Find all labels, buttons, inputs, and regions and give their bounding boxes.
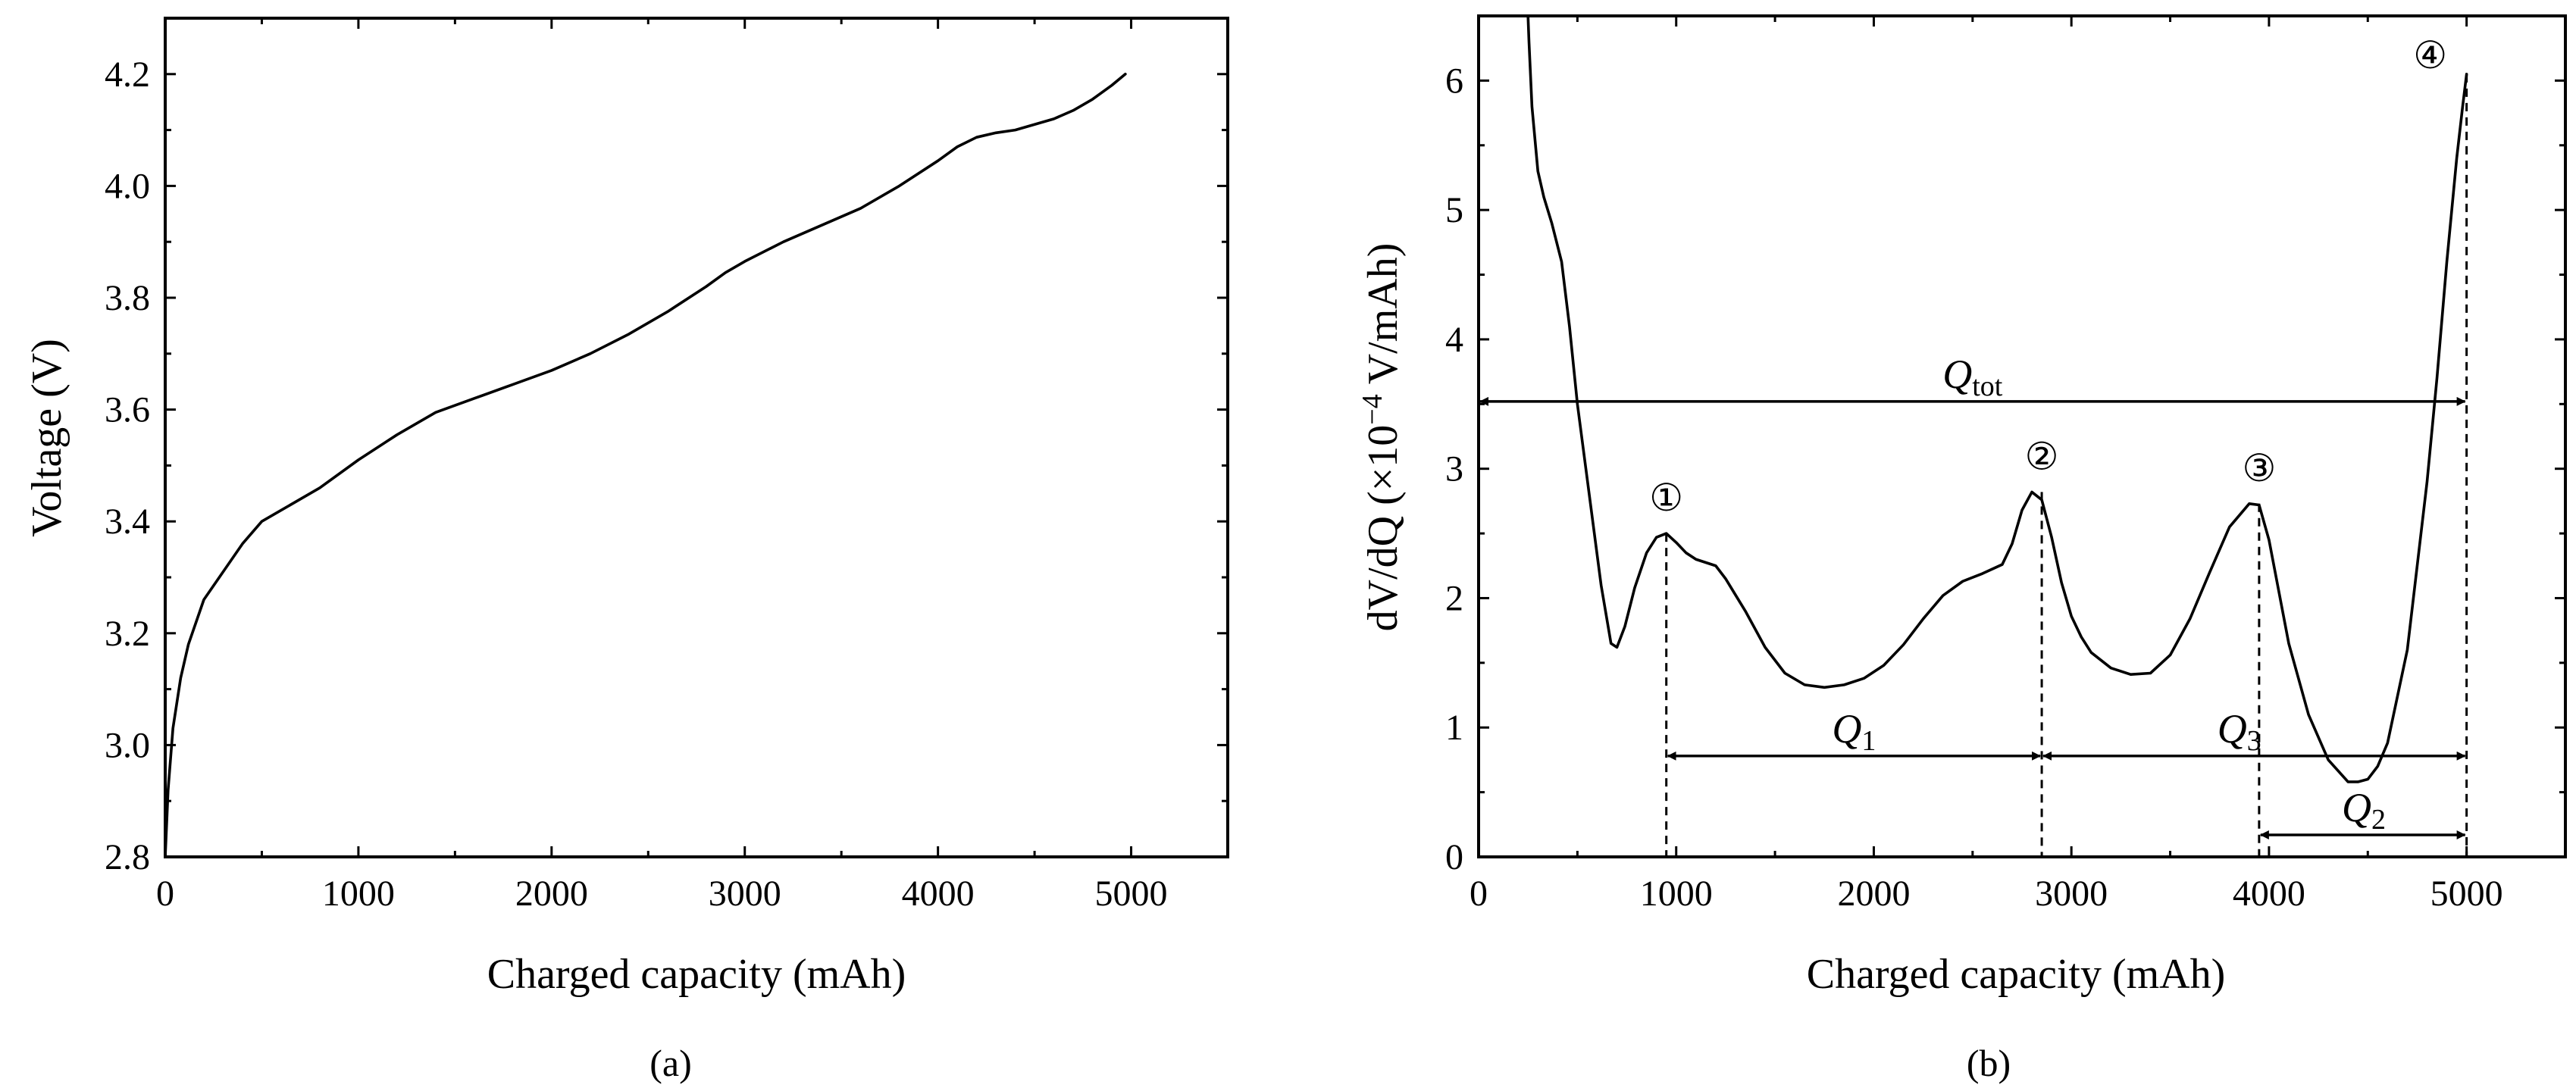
panel-a-x-tick-label: 3000: [709, 874, 781, 914]
q3-label: Q3: [2218, 706, 2261, 757]
panel-a-x-tick-label: 5000: [1095, 874, 1168, 914]
panel-b-x-tick-label: 0: [1470, 874, 1488, 914]
panel-b-y-axis-title: dV/dQ (×10−4 V/mAh): [1357, 243, 1407, 632]
panel-b-x-axis-title: Charged capacity (mAh): [1807, 951, 2226, 998]
panel-a-label: (a): [649, 1042, 692, 1084]
panel-b-y-tick-label: 4: [1445, 320, 1463, 360]
panel-a-y-tick-label: 3.4: [105, 502, 150, 542]
panel-a-y-tick-label: 3.2: [105, 614, 150, 654]
panel-b-y-tick-label: 3: [1445, 449, 1463, 489]
panel-a-x-tick-label: 4000: [902, 874, 975, 914]
panel-a-ticks: 0 1000 2000 3000 4000 5000 2.8 3.0 3.2 3.4 3.6 3.8 4…: [105, 17, 1228, 914]
q2-label-subscript: 2: [2371, 804, 2386, 836]
panel-b-plot-frame: [1477, 14, 2567, 858]
peak-3-label: ③: [2242, 447, 2276, 489]
peak-1-label: ①: [1649, 477, 1683, 519]
panel-a-y-tick-label: 2.8: [105, 837, 150, 877]
panel-b-x-tick-label: 4000: [2233, 874, 2305, 914]
panel-b-y-tick-label: 5: [1445, 190, 1463, 230]
panel-b-y-tick-label: 2: [1445, 578, 1463, 618]
peak-2-label: ②: [2025, 435, 2059, 477]
q1-label: Q1: [1832, 706, 1876, 757]
panel-a-x-axis-title: Charged capacity (mAh): [487, 951, 906, 998]
panel-b-annotations: ① ② ③ ④ Qtot Q1 Q3 Q2: [1479, 34, 2468, 857]
panel-a-y-tick-label: 3.0: [105, 725, 150, 765]
panel-a-plot-frame: [164, 17, 1229, 858]
panel-a-x-tick-label: 1000: [322, 874, 395, 914]
panel-b-x-tick-label: 5000: [2430, 874, 2503, 914]
q3-label-subscript: 3: [2247, 725, 2261, 757]
q-tot-label-subscript: tot: [1972, 370, 2003, 402]
q1-label-subscript: 1: [1861, 725, 1876, 757]
panel-b-label: (b): [1967, 1042, 2011, 1084]
panel-b-ticks: 0 1000 2000 3000 4000 5000 0 1 2 3 4 5 6: [1445, 14, 2565, 914]
panel-b-curve-group: [1526, 14, 2468, 783]
panel-a-x-tick-label: 2000: [515, 874, 588, 914]
panel-a-y-axis-title: Voltage (V): [23, 339, 70, 537]
peak-4-label: ④: [2413, 34, 2447, 77]
panel-b-y-tick-label: 1: [1445, 708, 1463, 748]
panel-a-x-tick-label: 0: [156, 874, 174, 914]
q2-label: Q2: [2342, 785, 2386, 836]
panel-b-y-axis-title-tail: V/mAh): [1360, 243, 1407, 395]
panel-a-y-tick-label: 4.2: [105, 55, 150, 95]
panel-b-x-tick-label: 2000: [1837, 874, 1910, 914]
panel-b-x-tick-label: 3000: [2035, 874, 2108, 914]
panel-b-x-tick-label: 1000: [1640, 874, 1713, 914]
panel-a-y-tick-label: 4.0: [105, 166, 150, 206]
q-tot-label: Qtot: [1942, 352, 2003, 402]
panel-b-y-axis-title-main: dV/dQ (×10: [1360, 425, 1407, 632]
panel-a-voltage-line: [164, 73, 1127, 858]
panel-b-y-tick-label: 0: [1445, 837, 1463, 877]
panel-b-y-tick-label: 6: [1445, 61, 1463, 101]
panel-a-y-tick-label: 3.6: [105, 390, 150, 430]
panel-a-curve-group: [164, 73, 1127, 858]
panel-a-y-tick-label: 3.8: [105, 278, 150, 318]
panel-b-y-axis-title-exponent: −4: [1357, 394, 1388, 424]
panel-b-dvdq-chart: 0 1000 2000 3000 4000 5000 0 1 2 3 4 5 6 ① ② ③ ④ Qtot Q1 Q…: [1357, 14, 2567, 1084]
panel-a-voltage-chart: 0 1000 2000 3000 4000 5000 2.8 3.0 3.2 3.4 3.6 3.8 4…: [23, 17, 1229, 1084]
panel-b-dvdq-line: [1526, 14, 2468, 783]
